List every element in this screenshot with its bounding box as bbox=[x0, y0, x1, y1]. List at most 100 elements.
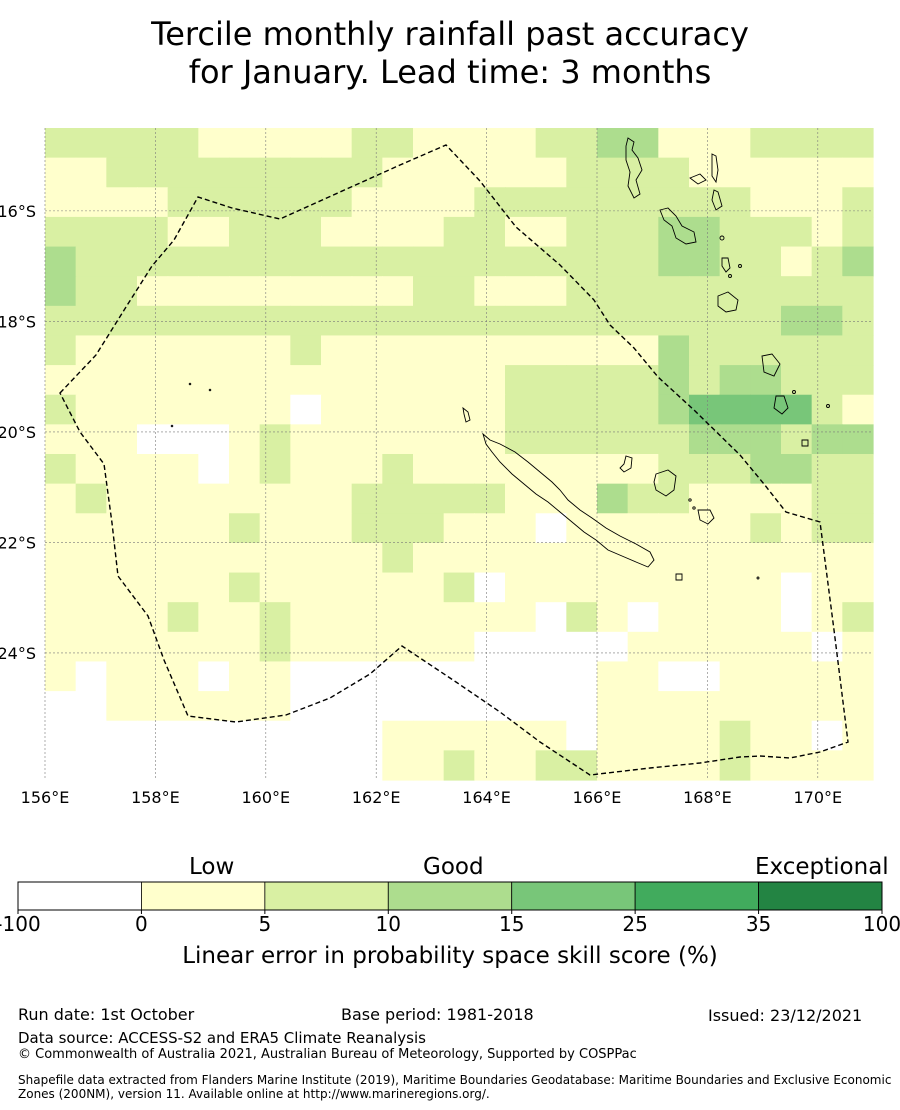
grid-cell bbox=[597, 572, 629, 603]
grid-cell bbox=[627, 276, 659, 307]
grid-cell bbox=[597, 483, 629, 514]
grid-cell bbox=[781, 542, 813, 574]
grid-cell bbox=[443, 572, 475, 603]
skill-grid bbox=[45, 128, 874, 781]
grid-cell bbox=[811, 394, 843, 425]
grid-cell bbox=[351, 631, 383, 663]
grid-cell bbox=[167, 513, 199, 544]
grid-cell bbox=[597, 691, 629, 722]
grid-cell bbox=[137, 691, 169, 722]
grid-cell bbox=[719, 157, 751, 188]
grid-cell bbox=[443, 305, 475, 337]
grid-cell bbox=[351, 542, 383, 574]
grid-cell bbox=[229, 276, 261, 307]
grid-cell bbox=[45, 305, 77, 337]
grid-cell bbox=[811, 542, 843, 574]
grid-cell bbox=[413, 513, 445, 544]
grid-cell bbox=[842, 542, 874, 574]
colorbar-tick-label: 35 bbox=[745, 912, 772, 936]
grid-cell bbox=[658, 246, 690, 277]
grid-cell bbox=[45, 720, 77, 751]
espiritu-santo bbox=[625, 137, 643, 199]
grid-cell bbox=[689, 424, 721, 455]
grid-cell bbox=[689, 454, 721, 485]
grid-cell bbox=[627, 720, 659, 751]
grid-cell bbox=[811, 602, 843, 633]
grid-cell bbox=[443, 157, 475, 188]
grid-cell bbox=[259, 454, 291, 485]
grid-cell bbox=[259, 631, 291, 663]
grid-cell bbox=[106, 720, 138, 751]
grid-cell bbox=[811, 128, 843, 159]
grid-cell bbox=[535, 305, 567, 337]
grid-cell bbox=[75, 750, 107, 781]
grid-cell bbox=[229, 305, 261, 337]
grid-cell bbox=[535, 572, 567, 603]
grid-cell bbox=[137, 305, 169, 337]
grid-cell bbox=[719, 394, 751, 425]
grid-cell bbox=[750, 305, 782, 337]
grid-cell bbox=[45, 483, 77, 514]
grid-cell bbox=[321, 691, 353, 722]
grid-cell bbox=[627, 750, 659, 781]
grid-cell bbox=[45, 394, 77, 425]
grid-cell bbox=[781, 720, 813, 751]
islet bbox=[170, 424, 174, 428]
grid-cell bbox=[566, 454, 598, 485]
grid-cell bbox=[535, 602, 567, 633]
grid-cell bbox=[719, 602, 751, 633]
grid-cell bbox=[689, 750, 721, 781]
grid-cell bbox=[290, 276, 322, 307]
grid-cell bbox=[45, 216, 77, 248]
grid-cell bbox=[259, 157, 291, 188]
grid-cell bbox=[167, 305, 199, 337]
grid-cell bbox=[137, 542, 169, 574]
grid-cell bbox=[505, 157, 537, 188]
grid-cell bbox=[566, 572, 598, 603]
colorbar-tick-label: 25 bbox=[622, 912, 648, 936]
grid-cell bbox=[781, 483, 813, 514]
ambae-island bbox=[689, 173, 707, 185]
grid-cell bbox=[781, 750, 813, 781]
grid-cell bbox=[505, 454, 537, 485]
islet bbox=[688, 498, 692, 502]
grid-cell bbox=[811, 365, 843, 396]
grid-cell bbox=[229, 216, 261, 248]
grid-cell bbox=[505, 691, 537, 722]
grid-cell bbox=[597, 305, 629, 337]
grid-cell bbox=[566, 483, 598, 514]
grid-cell bbox=[321, 335, 353, 366]
mare-island bbox=[697, 509, 715, 525]
grid-cell bbox=[75, 335, 107, 366]
islet bbox=[208, 388, 212, 392]
grid-cell bbox=[137, 483, 169, 514]
grid-cell bbox=[750, 513, 782, 544]
grid-cell bbox=[719, 246, 751, 277]
grid-cell bbox=[474, 750, 506, 781]
new-caledonia-coast bbox=[482, 432, 655, 568]
grid-cell bbox=[75, 394, 107, 425]
grid-cell bbox=[597, 513, 629, 544]
grid-cell bbox=[474, 454, 506, 485]
grid-cell bbox=[106, 424, 138, 455]
grid-cell bbox=[689, 365, 721, 396]
grid-cell bbox=[719, 542, 751, 574]
grid-cell bbox=[443, 750, 475, 781]
grid-cell bbox=[597, 187, 629, 218]
grid-cell bbox=[689, 187, 721, 218]
grid-cell bbox=[229, 335, 261, 366]
longitude-labels: 156°E 158°E 160°E 162°E 164°E 166°E 168°E 170°E bbox=[21, 788, 842, 807]
grid-cell bbox=[75, 187, 107, 218]
grid-cell bbox=[413, 631, 445, 663]
grid-cell bbox=[627, 631, 659, 663]
grid-cell bbox=[566, 276, 598, 307]
grid-cell bbox=[198, 720, 230, 751]
grid-cell bbox=[443, 216, 475, 248]
grid-cell bbox=[137, 276, 169, 307]
grid-cell bbox=[842, 572, 874, 603]
grid-cell bbox=[597, 424, 629, 455]
grid-cell bbox=[198, 394, 230, 425]
grid-cell bbox=[259, 513, 291, 544]
grid-cell bbox=[259, 187, 291, 218]
grid-cell bbox=[259, 483, 291, 514]
